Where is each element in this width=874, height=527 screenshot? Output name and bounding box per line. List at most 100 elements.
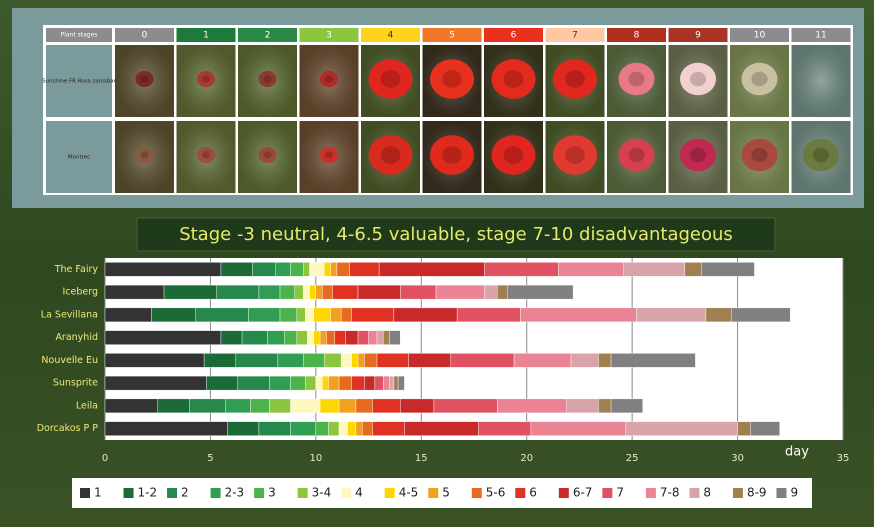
flower-center [380, 70, 401, 88]
flower [680, 138, 716, 172]
legend-swatch [645, 488, 656, 498]
bar-segment [351, 375, 365, 391]
bar-segment [279, 284, 295, 300]
bar-segment [307, 330, 314, 345]
bar-segment [334, 330, 346, 345]
bar-segment [104, 284, 165, 300]
bar-segment [104, 330, 222, 345]
stage-label: 1 [203, 31, 209, 41]
flower-center [503, 70, 524, 88]
bar-segment [362, 421, 373, 436]
bar-segment [303, 353, 325, 368]
flower-center [628, 71, 645, 87]
bar-segment [189, 398, 226, 414]
flower-center [380, 146, 401, 164]
stage-label: 10 [754, 31, 766, 41]
stage-header [668, 28, 728, 42]
bar-segment [290, 375, 306, 391]
bar-segment [269, 398, 291, 414]
bar-segment [496, 284, 508, 300]
stage-label: 11 [815, 31, 826, 41]
legend-label: 1 [94, 486, 102, 500]
bar-segment [610, 398, 643, 414]
legend-label: 5-6 [486, 486, 506, 500]
bar-segment [372, 421, 405, 436]
legend-swatch [297, 488, 308, 498]
flower-center [689, 147, 707, 163]
bar-segment [400, 398, 435, 414]
legend-label: 7-8 [660, 486, 680, 500]
bar-segment [104, 421, 228, 436]
bar-segment [378, 262, 485, 277]
bar-segment [558, 262, 624, 277]
bar-segment [305, 307, 314, 323]
legend-label: 4-5 [399, 486, 419, 500]
bar-segment [345, 330, 359, 345]
bar-segment [351, 353, 359, 368]
flower [430, 135, 474, 175]
bar-segment [277, 353, 304, 368]
bar-segment [313, 307, 331, 323]
bar-segment [336, 262, 350, 277]
legend-swatch [428, 488, 439, 498]
bar-segment [433, 398, 498, 414]
stage-header [422, 28, 482, 42]
bar-segment [393, 307, 458, 323]
flower-center [565, 70, 585, 88]
bar-segment [258, 421, 291, 436]
bar-segment [290, 421, 317, 436]
bar-segment [435, 284, 485, 300]
legend-label: 8 [703, 486, 711, 500]
bar-segment [684, 262, 702, 277]
bar-segment [267, 330, 285, 345]
legend-label: 9 [790, 486, 798, 500]
x-tick-label: 0 [102, 453, 108, 464]
bar-segment [104, 375, 207, 391]
bar-segment [220, 330, 243, 345]
bar-segment [450, 353, 515, 368]
flower [680, 62, 716, 96]
x-tick-label: 5 [207, 453, 213, 464]
bar-segment [357, 330, 369, 345]
bar-segment [315, 375, 323, 391]
stage-label: 9 [695, 31, 701, 41]
legend-swatch [341, 488, 352, 498]
flower [258, 146, 277, 164]
stage-header [176, 28, 236, 42]
bar-segment [408, 353, 452, 368]
legend-label: 3-4 [312, 486, 332, 500]
bar-segment [104, 353, 205, 368]
x-tick-label: 25 [626, 453, 639, 464]
flower [741, 62, 778, 96]
flower-center [263, 151, 272, 159]
x-tick-label: 10 [309, 453, 322, 464]
legend-swatch [80, 488, 90, 498]
bar-segment [351, 307, 395, 323]
flower-center [324, 75, 334, 83]
bar-segment [393, 375, 399, 391]
bar-segment [389, 375, 395, 391]
bar-segment [338, 398, 357, 414]
legend-label: 1-2 [138, 486, 158, 500]
bar-segment [104, 307, 152, 323]
bar-segment [507, 284, 574, 300]
bar-segment [625, 421, 738, 436]
bar-segment [383, 375, 390, 391]
bar-segment [296, 307, 306, 323]
bar-segment [340, 307, 352, 323]
bar-segment [275, 262, 291, 277]
flower [197, 70, 215, 88]
flower [491, 135, 536, 175]
bar-segment [241, 330, 268, 345]
x-tick-label: 15 [415, 453, 428, 464]
stage-label: 4 [388, 31, 394, 41]
bar-segment [368, 330, 378, 345]
bar-segment [484, 262, 559, 277]
legend-label: 4 [355, 486, 363, 500]
bar-segment [279, 307, 298, 323]
legend-swatch [384, 488, 395, 498]
bar-segment [750, 421, 780, 436]
legend-box [72, 478, 812, 508]
stage-header [361, 28, 420, 42]
bar-segment [566, 398, 599, 414]
